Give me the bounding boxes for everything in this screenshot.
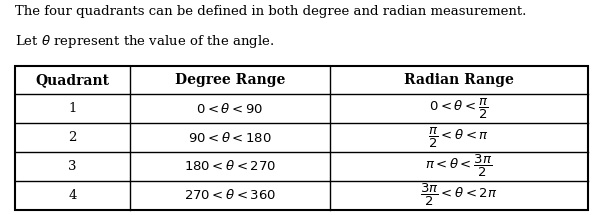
Text: $0 < \theta < 90$: $0 < \theta < 90$ (197, 102, 263, 116)
Text: 2: 2 (68, 131, 76, 144)
Text: $270 < \theta < 360$: $270 < \theta < 360$ (184, 188, 276, 202)
Text: $180 < \theta < 270$: $180 < \theta < 270$ (184, 159, 276, 174)
Text: Degree Range: Degree Range (175, 73, 285, 87)
Text: Let $\theta$ represent the value of the angle.: Let $\theta$ represent the value of the … (15, 33, 274, 50)
Text: 3: 3 (68, 160, 76, 173)
Text: $0 < \theta < \dfrac{\pi}{2}$: $0 < \theta < \dfrac{\pi}{2}$ (429, 97, 489, 121)
Text: $\pi < \theta < \dfrac{3\pi}{2}$: $\pi < \theta < \dfrac{3\pi}{2}$ (426, 153, 492, 180)
Text: Radian Range: Radian Range (404, 73, 514, 87)
Text: The four quadrants can be defined in both degree and radian measurement.: The four quadrants can be defined in bot… (15, 5, 526, 18)
Text: 1: 1 (68, 102, 76, 115)
Text: $\dfrac{\pi}{2} < \theta < \pi$: $\dfrac{\pi}{2} < \theta < \pi$ (429, 126, 489, 150)
Text: $90 < \theta < 180$: $90 < \theta < 180$ (188, 131, 272, 145)
Text: $\dfrac{3\pi}{2} < \theta < 2\pi$: $\dfrac{3\pi}{2} < \theta < 2\pi$ (420, 182, 498, 208)
Text: Quadrant: Quadrant (35, 73, 109, 87)
Text: 4: 4 (68, 189, 76, 202)
